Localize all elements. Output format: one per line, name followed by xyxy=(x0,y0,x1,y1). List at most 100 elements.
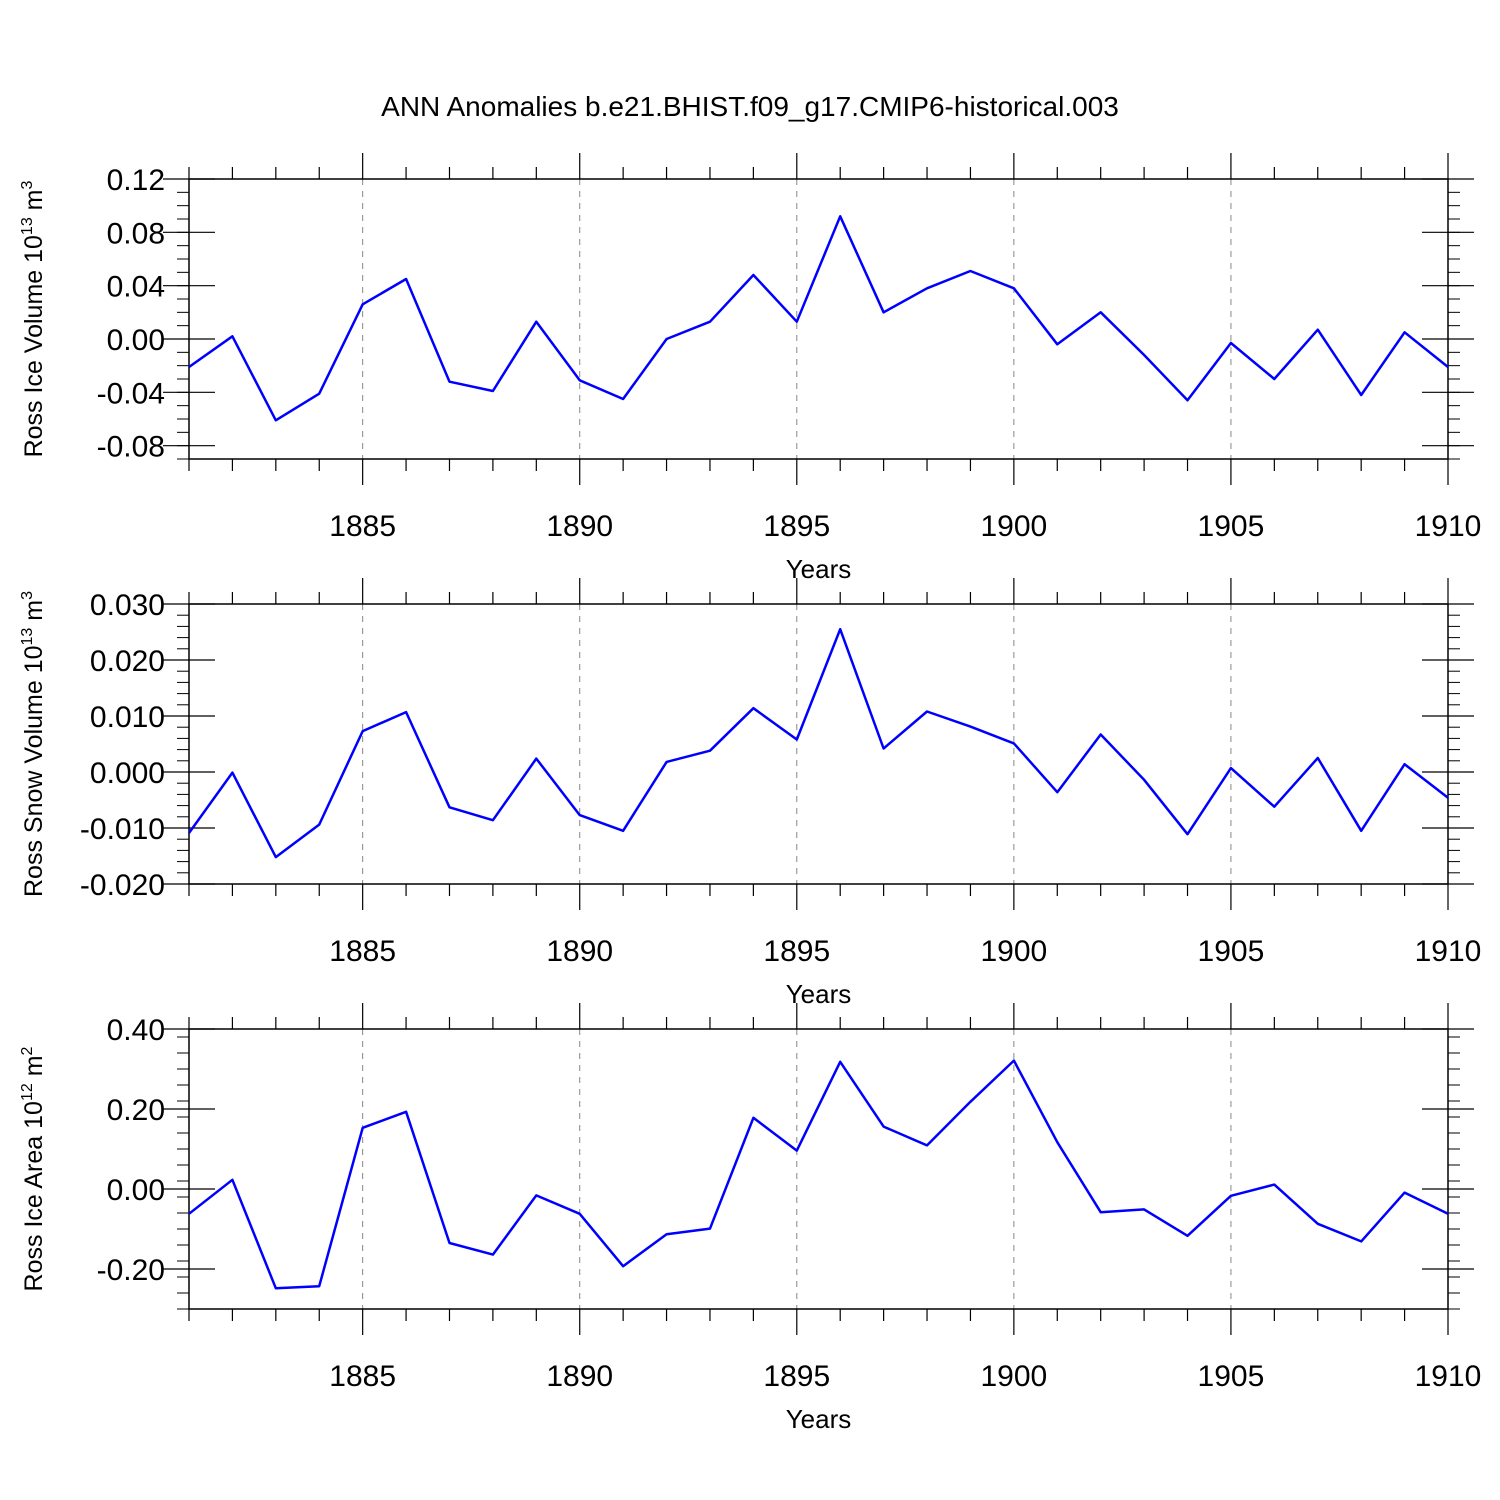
data-point xyxy=(1316,1222,1319,1225)
data-point xyxy=(1403,1191,1406,1194)
series-line xyxy=(188,1059,1449,1290)
data-point xyxy=(1403,331,1406,334)
data-point xyxy=(882,747,885,750)
data-point xyxy=(795,320,798,323)
x-axis-label: Years xyxy=(786,979,852,1009)
y-axis-label-unit: m xyxy=(20,1055,48,1083)
data-point xyxy=(318,823,321,826)
data-point xyxy=(448,380,451,383)
y-axis-label-exponent: 13 xyxy=(19,628,36,646)
data-point xyxy=(795,738,798,741)
x-tick-label: 1885 xyxy=(329,510,396,543)
data-point xyxy=(1012,742,1015,745)
x-tick-label: 1905 xyxy=(1198,935,1265,968)
panels: -0.08 -0.04 0.00 0.04 0.08 0.12 1885 1890 1895 19… xyxy=(19,153,1481,1434)
data-point xyxy=(231,335,234,338)
y-tick-label: 0.08 xyxy=(107,217,165,250)
data-point xyxy=(839,1060,842,1063)
data-point xyxy=(188,366,191,369)
data-point xyxy=(708,1227,711,1230)
data-point xyxy=(448,806,451,809)
data-point xyxy=(1012,1059,1015,1062)
y-tick-label: -0.020 xyxy=(80,869,165,902)
data-point xyxy=(622,1265,625,1268)
data-point xyxy=(882,311,885,314)
data-point xyxy=(491,390,494,393)
data-point xyxy=(839,628,842,631)
x-tick-label: 1905 xyxy=(1198,1360,1265,1393)
snow-volume-panel: -0.020 -0.010 0.000 0.010 0.020 0.030 1885 1890… xyxy=(19,578,1481,1009)
data-point xyxy=(1447,1212,1450,1215)
data-point xyxy=(274,419,277,422)
data-point xyxy=(361,730,364,733)
data-point xyxy=(448,1242,451,1245)
x-axis-label: Years xyxy=(786,1404,852,1434)
x-tick-label: 1885 xyxy=(329,1360,396,1393)
y-tick-label: 0.00 xyxy=(107,1174,165,1207)
data-point xyxy=(708,320,711,323)
data-point xyxy=(1360,829,1363,832)
data-point xyxy=(752,707,755,710)
y-tick-label: -0.08 xyxy=(97,431,165,464)
y-tick-label: 0.00 xyxy=(107,324,165,357)
data-point xyxy=(405,278,408,281)
ice-area-panel: -0.20 0.00 0.20 0.40 1885 1890 1895 1900 1905 191… xyxy=(19,1003,1481,1434)
data-point xyxy=(361,1126,364,1129)
data-point xyxy=(1099,733,1102,736)
data-point xyxy=(969,725,972,728)
y-axis-label-unit-exponent: 2 xyxy=(19,1046,36,1055)
x-tick-label: 1900 xyxy=(980,1360,1047,1393)
plot-frame xyxy=(188,603,1449,885)
data-point xyxy=(665,760,668,763)
x-tick-label: 1910 xyxy=(1415,1360,1482,1393)
ice-volume-panel: -0.08 -0.04 0.00 0.04 0.08 0.12 1885 1890 1895 19… xyxy=(19,153,1481,584)
data-point xyxy=(926,287,929,290)
x-tick-label: 1895 xyxy=(763,935,830,968)
data-point xyxy=(535,757,538,760)
data-point xyxy=(231,1178,234,1181)
y-axis-label-exponent: 13 xyxy=(19,217,36,235)
y-tick-label: 0.04 xyxy=(107,271,165,304)
data-point xyxy=(1056,791,1059,794)
y-axis-label-text: Ross Ice Volume 10 xyxy=(20,235,48,457)
y-axis-label-text: Ross Snow Volume 10 xyxy=(20,645,48,897)
x-tick-label: 1895 xyxy=(763,1360,830,1393)
data-point xyxy=(1360,1240,1363,1243)
y-tick-label: 0.12 xyxy=(107,164,165,197)
data-point xyxy=(491,819,494,822)
data-point xyxy=(1316,757,1319,760)
y-axis-label-unit-exponent: 3 xyxy=(19,180,36,189)
data-point xyxy=(1186,833,1189,836)
data-point xyxy=(882,1125,885,1128)
series-line xyxy=(188,215,1449,422)
data-point xyxy=(578,1212,581,1215)
data-point xyxy=(535,1194,538,1197)
x-tick-label: 1885 xyxy=(329,935,396,968)
y-tick-label: 0.40 xyxy=(107,1014,165,1047)
series-line xyxy=(187,627,1449,859)
figure-title: ANN Anomalies b.e21.BHIST.f09_g17.CMIP6-… xyxy=(381,91,1119,122)
y-tick-label: -0.04 xyxy=(97,377,165,410)
data-point xyxy=(1229,1194,1232,1197)
x-tick-label: 1890 xyxy=(546,935,613,968)
plot-frame xyxy=(188,178,1449,460)
y-tick-label: 0.000 xyxy=(90,757,165,790)
y-axis-label: Ross Snow Volume 1013 m3 xyxy=(19,591,48,897)
data-point xyxy=(795,1149,798,1152)
data-point xyxy=(622,398,625,401)
data-point xyxy=(1056,1141,1059,1144)
y-tick-label: 0.020 xyxy=(90,645,165,678)
x-tick-label: 1890 xyxy=(546,1360,613,1393)
data-point xyxy=(926,1144,929,1147)
data-point xyxy=(1012,287,1015,290)
data-point xyxy=(1273,378,1276,381)
data-point xyxy=(1099,311,1102,314)
y-tick-label: -0.010 xyxy=(80,813,165,846)
y-tick-label: 0.030 xyxy=(90,589,165,622)
data-point xyxy=(405,711,408,714)
x-tick-label: 1905 xyxy=(1198,510,1265,543)
data-point xyxy=(231,771,234,774)
data-point xyxy=(491,1253,494,1256)
data-point xyxy=(1360,394,1363,397)
y-axis-label-unit-exponent: 3 xyxy=(19,591,36,600)
